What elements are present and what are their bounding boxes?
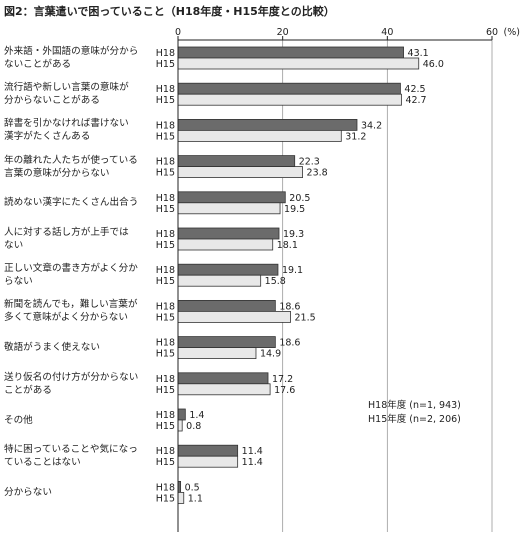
- value-label: 22.3: [299, 157, 320, 168]
- value-label: 19.3: [283, 229, 304, 240]
- series-tag: H15: [156, 493, 175, 504]
- bar-h18-3: [177, 155, 296, 168]
- bar-h15-8: [177, 347, 257, 360]
- series-tag: H18: [156, 48, 175, 59]
- value-label: 19.1: [282, 265, 303, 276]
- value-label: 31.2: [345, 131, 366, 142]
- series-tag: H18: [156, 410, 175, 421]
- tick-label: 20: [277, 27, 289, 38]
- value-label: 1.4: [189, 410, 204, 421]
- bar-h18-9: [177, 372, 269, 385]
- category-label: 人に対する話し方が上手では ない: [4, 227, 129, 251]
- chart-title: 図2：言葉遣いで困っていること（H18年度・H15年度との比較）: [4, 5, 335, 18]
- series-tag: H18: [156, 338, 175, 349]
- value-label: 46.0: [423, 59, 444, 70]
- series-tag: H18: [156, 193, 175, 204]
- bar-h15-0: [177, 57, 420, 70]
- category-label: 読めない漢字にたくさん出合う: [4, 197, 139, 209]
- bar-h15-7: [177, 310, 291, 323]
- bar-h18-0: [177, 46, 404, 59]
- unit-label: (%): [504, 27, 520, 38]
- value-label: 11.4: [242, 446, 263, 457]
- bar-h18-1: [177, 82, 401, 95]
- bar-h18-5: [177, 227, 280, 240]
- category-label: 外来語・外国語の意味が分から ないことがある: [4, 46, 139, 70]
- category-label: 年の離れた人たちが使っている 言葉の意味が分からない: [4, 154, 138, 179]
- series-tag: H15: [156, 131, 175, 142]
- value-label: 20.5: [289, 193, 310, 204]
- bar-h18-2: [177, 119, 358, 131]
- value-label: 42.5: [404, 84, 425, 95]
- bar-h18-11: [177, 444, 239, 457]
- series-tag: H15: [156, 240, 175, 251]
- value-label: 0.8: [186, 421, 201, 432]
- value-label: 18.6: [279, 301, 300, 312]
- bar-h15-5: [177, 238, 274, 251]
- category-label: 特に困っていることや気になっ ていることはない: [4, 444, 138, 469]
- value-label: 0.5: [185, 482, 200, 493]
- category-label: 辞書を引かなければ書けない 漢字がたくさんある: [4, 118, 129, 143]
- series-tag: H18: [156, 157, 175, 168]
- series-tag: H18: [156, 446, 175, 457]
- value-label: 18.1: [277, 240, 298, 251]
- bar-h15-9: [177, 383, 271, 396]
- category-label: 流行語や新しい言葉の意味が 分からないことがある: [4, 82, 129, 107]
- series-tag: H18: [156, 229, 175, 240]
- bar-h15-3: [177, 166, 303, 179]
- value-label: 43.1: [408, 48, 429, 59]
- tick-label: 0: [175, 27, 181, 38]
- value-label: 21.5: [295, 312, 316, 323]
- series-tag: H15: [156, 421, 175, 432]
- sample-size-note-h18: H18年度 (n=1, 943): [368, 400, 461, 411]
- category-label: 新聞を読んでも，難しい言葉が 多くて意味がよく分からない: [4, 299, 138, 324]
- bar-h15-10: [177, 419, 183, 432]
- value-label: 42.7: [405, 95, 426, 106]
- bar-h18-10: [177, 408, 186, 421]
- sample-size-note-h15: H15年度 (n=2, 206): [368, 414, 461, 425]
- series-tag: H18: [156, 120, 175, 131]
- series-tag: H15: [156, 276, 175, 287]
- category-label: 分からない: [4, 486, 52, 498]
- value-label: 23.8: [307, 168, 328, 179]
- bar-h15-6: [177, 274, 262, 287]
- category-label: 敬語がうまく使えない: [4, 342, 100, 354]
- bar-h18-4: [177, 191, 286, 204]
- bar-h18-8: [177, 336, 276, 349]
- bar-h18-7: [177, 299, 276, 312]
- series-tag: H15: [156, 312, 175, 323]
- bar-h15-1: [177, 93, 402, 106]
- bar-h18-6: [177, 263, 279, 276]
- series-tag: H18: [156, 84, 175, 95]
- series-tag: H15: [156, 204, 175, 215]
- series-tag: H18: [156, 374, 175, 385]
- bar-h15-4: [177, 202, 281, 215]
- tick-label: 40: [381, 27, 393, 38]
- category-label: 送り仮名の付け方が分からない ことがある: [4, 371, 139, 396]
- value-label: 14.9: [260, 349, 281, 360]
- bar-h15-2: [177, 129, 342, 142]
- series-tag: H18: [156, 482, 175, 493]
- series-tag: H18: [156, 265, 175, 276]
- value-label: 17.2: [272, 374, 293, 385]
- series-tag: H15: [156, 385, 175, 396]
- value-label: 11.4: [242, 457, 263, 468]
- series-tag: H18: [156, 301, 175, 312]
- series-tag: H15: [156, 349, 175, 360]
- bar-h15-12: [177, 491, 185, 504]
- series-tag: H15: [156, 59, 175, 70]
- bar-h15-11: [177, 455, 239, 468]
- category-label: その他: [4, 414, 33, 426]
- category-label: 正しい文章の書き方がよく分か らない: [4, 263, 138, 288]
- value-label: 19.5: [284, 204, 305, 215]
- value-label: 1.1: [188, 493, 203, 504]
- series-tag: H15: [156, 95, 175, 106]
- tick-label: 60: [486, 27, 498, 38]
- value-label: 34.2: [361, 120, 382, 131]
- value-label: 18.6: [279, 338, 300, 349]
- series-tag: H15: [156, 457, 175, 468]
- value-label: 17.6: [274, 385, 295, 396]
- series-tag: H15: [156, 168, 175, 179]
- value-label: 15.8: [265, 276, 286, 287]
